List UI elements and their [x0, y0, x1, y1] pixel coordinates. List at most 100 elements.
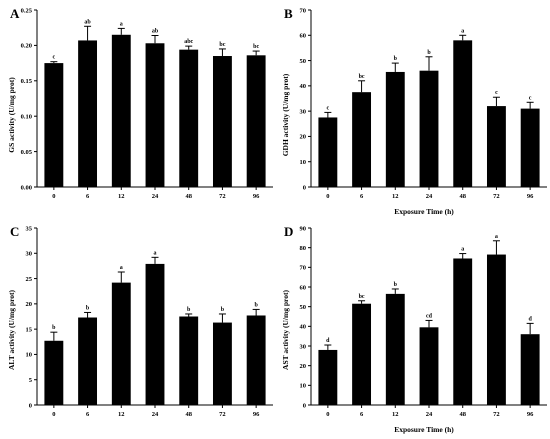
x-tick-label: 72	[219, 193, 226, 200]
significance-label: b	[187, 307, 191, 313]
bar	[318, 117, 338, 187]
y-tick-label: 70	[300, 265, 307, 272]
x-tick-label: 72	[493, 411, 500, 418]
x-tick-label: 96	[527, 411, 534, 418]
y-tick-label: 0	[303, 402, 306, 409]
y-tick-label: 0.25	[21, 7, 33, 14]
significance-label: b	[52, 325, 56, 331]
bar	[352, 92, 372, 187]
x-tick-label: 0	[326, 411, 329, 418]
bar	[246, 315, 266, 405]
y-tick-label: 60	[300, 33, 307, 40]
y-tick-label: 40	[300, 83, 307, 90]
panel-a: A GS activity (U/mg prot) 0.000.050.100.…	[7, 6, 273, 200]
y-tick-label: 0.00	[21, 184, 32, 191]
significance-label: a	[120, 21, 123, 27]
y-tick-label: 20	[300, 134, 307, 141]
y-tick-label: 80	[300, 245, 307, 252]
panel-b: B GDH activity (U/mg prot) Exposure Time…	[281, 6, 547, 216]
y-tick-label: 30	[300, 343, 307, 350]
x-tick-label: 24	[152, 193, 159, 200]
y-tick-label: 25	[26, 276, 33, 283]
significance-label: ab	[152, 28, 159, 34]
bar	[212, 322, 232, 405]
x-tick-label: 72	[219, 411, 226, 418]
x-tick-label: 12	[118, 411, 125, 418]
significance-label: c	[529, 95, 532, 101]
significance-label: c	[53, 55, 56, 61]
significance-label: a	[461, 247, 464, 253]
x-tick-label: 72	[493, 193, 500, 200]
significance-label: cd	[426, 313, 433, 319]
panel-c: C ALT activity (U/mg prot) 0 5 10 15 20 25 30 3…	[7, 224, 273, 418]
plot-c: 0 5 10 15 20 25 30 35 b 0 b 6 a 12 a 24 b 48 b 72 b 96	[26, 225, 273, 418]
x-tick-label: 6	[86, 193, 90, 200]
y-tick-label: 10	[300, 383, 307, 390]
y-axis-title-a: GS activity (U/mg prot)	[7, 77, 16, 153]
x-tick-label: 48	[459, 411, 466, 418]
bar	[111, 282, 131, 405]
x-tick-label: 96	[253, 193, 260, 200]
y-tick-label: 0.05	[21, 149, 33, 156]
significance-label: c	[327, 105, 330, 111]
bar	[179, 49, 199, 188]
x-tick-label: 96	[253, 411, 260, 418]
significance-label: b	[427, 50, 431, 56]
x-tick-label: 12	[118, 193, 125, 200]
y-tick-label: 0.20	[21, 43, 32, 50]
x-tick-label: 12	[392, 411, 399, 418]
x-tick-label: 24	[152, 411, 159, 418]
x-tick-label: 24	[426, 411, 433, 418]
bar	[453, 258, 473, 405]
bar	[419, 327, 439, 405]
x-tick-label: 0	[52, 193, 55, 200]
y-axis-title-b: GDH activity (U/mg prot)	[281, 73, 290, 156]
bar	[385, 71, 405, 187]
significance-label: c	[495, 90, 498, 96]
x-tick-label: 48	[459, 193, 466, 200]
x-axis-title-b: Exposure Time (h)	[394, 207, 454, 216]
panel-letter-d: D	[284, 224, 293, 239]
bar	[246, 55, 266, 188]
significance-label: bc	[253, 44, 259, 50]
significance-label: a	[120, 265, 123, 271]
y-tick-label: 5	[29, 377, 33, 384]
significance-label: b	[394, 282, 398, 288]
bar	[520, 334, 540, 405]
x-tick-label: 6	[360, 411, 364, 418]
y-tick-label: 70	[300, 7, 307, 14]
y-tick-label: 30	[300, 108, 307, 115]
bar	[145, 263, 165, 405]
y-tick-label: 50	[300, 304, 307, 311]
x-tick-label: 24	[426, 193, 433, 200]
significance-label: bc	[359, 74, 365, 80]
bar	[111, 34, 131, 187]
significance-label: d	[326, 338, 330, 344]
y-tick-label: 40	[300, 324, 307, 331]
significance-label: abc	[184, 39, 193, 45]
panel-d: D AST activity (U/mg prot) Exposure Time…	[281, 224, 547, 434]
bar	[486, 254, 506, 405]
panel-letter-b: B	[284, 6, 293, 21]
x-tick-label: 48	[185, 193, 192, 200]
significance-label: b	[394, 56, 398, 62]
x-tick-label: 6	[360, 193, 364, 200]
significance-label: b	[86, 305, 90, 311]
significance-label: b	[254, 302, 258, 308]
panel-letter-c: C	[10, 224, 19, 239]
bar	[78, 317, 98, 405]
bar	[453, 40, 473, 187]
y-tick-label: 10	[300, 159, 307, 166]
y-tick-label: 20	[26, 301, 33, 308]
bar	[486, 106, 506, 187]
x-tick-label: 96	[527, 193, 534, 200]
x-axis-title-d: Exposure Time (h)	[394, 425, 454, 434]
significance-label: a	[495, 234, 498, 240]
significance-label: ab	[84, 19, 91, 25]
y-tick-label: 0	[29, 402, 32, 409]
y-tick-label: 35	[26, 225, 33, 232]
bar	[44, 63, 64, 187]
plot-b: 0 10 20 30 40 50 60 70 c 0 bc 6 b 12 b 24 a 48 c 72 c 96	[300, 7, 547, 200]
y-tick-label: 0	[303, 184, 306, 191]
